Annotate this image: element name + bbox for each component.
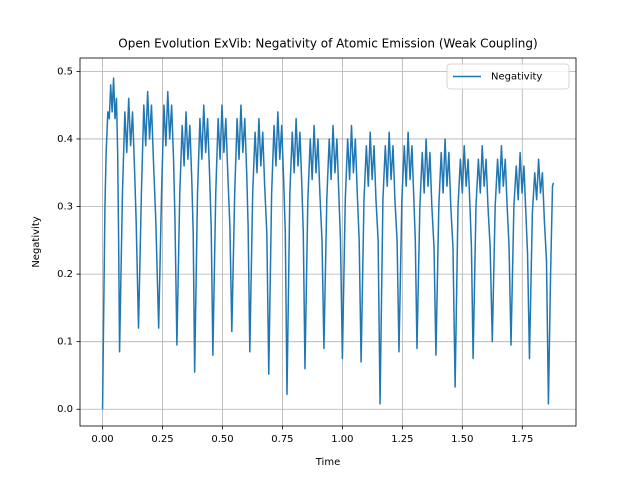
legend-label: Negativity [491,72,542,83]
x-tick-label: 0.75 [271,434,293,445]
plot-frame [79,57,577,427]
y-tick-label: 0.4 [57,134,73,145]
x-tick-label: 1.25 [391,434,413,445]
y-tick-label: 0.3 [57,202,73,213]
x-tick-label: 1.50 [451,434,473,445]
y-tick-label: 0.0 [57,404,73,415]
x-tick-label: 0.25 [151,434,173,445]
y-axis-label: Negativity [31,216,42,267]
x-tick-label: 0.00 [91,434,113,445]
data-line [101,77,555,410]
x-tick-label: 1.00 [331,434,353,445]
y-tick-label: 0.2 [57,269,73,280]
chart-title: Open Evolution ExVib: Negativity of Atom… [118,37,537,51]
y-tick-label: 0.5 [57,66,73,77]
legend-box [446,63,570,90]
y-tick-label: 0.1 [57,337,73,348]
x-axis-label: Time [315,457,340,468]
x-tick-label: 1.75 [511,434,533,445]
x-tick-label: 0.50 [211,434,233,445]
